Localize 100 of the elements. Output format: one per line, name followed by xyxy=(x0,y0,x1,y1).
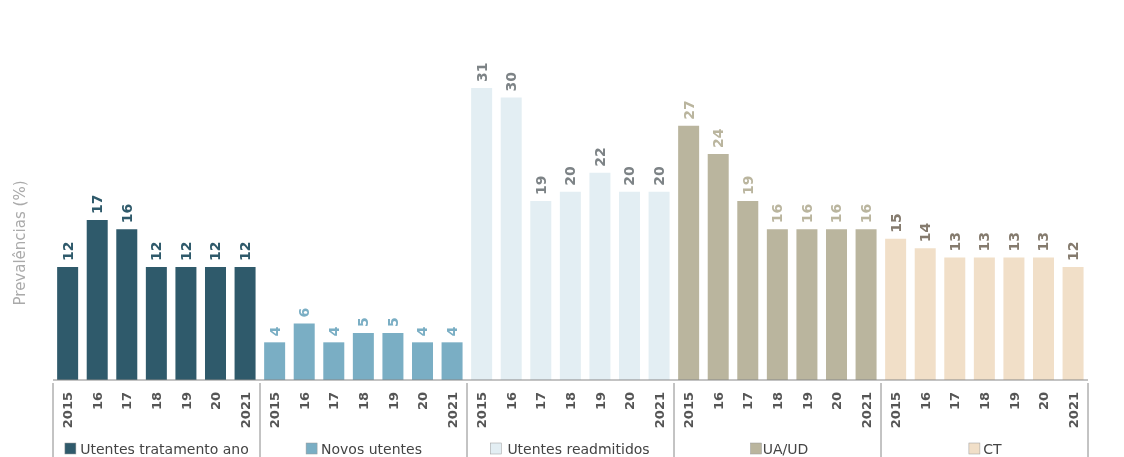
bar xyxy=(766,229,788,380)
x-tick-label: 19 xyxy=(1006,392,1022,411)
data-label: 6 xyxy=(296,307,313,318)
x-tick-label: 20 xyxy=(415,392,431,411)
x-tick-label: 18 xyxy=(149,392,164,411)
x-tick-label: 19 xyxy=(592,392,608,411)
data-label: 20 xyxy=(621,165,638,186)
data-label: 31 xyxy=(473,62,490,83)
x-tick-label: 16 xyxy=(503,392,519,411)
data-label: 20 xyxy=(562,165,579,186)
x-tick-label: 17 xyxy=(947,392,963,411)
data-label: 13 xyxy=(1035,232,1052,252)
bar xyxy=(86,219,108,380)
x-tick-label: 2021 xyxy=(651,392,667,429)
x-tick-label: 2015 xyxy=(681,392,697,429)
x-tick-label: 20 xyxy=(1036,392,1052,411)
bar xyxy=(1003,257,1025,380)
bar xyxy=(471,88,493,380)
bar xyxy=(678,125,700,380)
legend-label: Utentes readmitidos xyxy=(507,441,650,457)
data-label: 15 xyxy=(887,213,904,233)
data-label: 16 xyxy=(828,203,845,224)
bar xyxy=(175,266,197,380)
bar xyxy=(145,266,167,380)
bar xyxy=(826,229,847,380)
x-tick-label: 18 xyxy=(356,392,371,411)
x-tick-label: 2015 xyxy=(267,392,283,429)
data-label: 13 xyxy=(1005,232,1022,252)
bar xyxy=(352,332,374,380)
x-tick-label: 16 xyxy=(89,392,105,411)
y-axis-title: Prevalências (%) xyxy=(11,180,29,306)
data-label: 24 xyxy=(710,128,727,148)
bar xyxy=(205,266,226,380)
bar xyxy=(234,266,256,380)
x-tick-label: 18 xyxy=(977,392,992,411)
x-tick-label: 20 xyxy=(829,392,845,411)
bar xyxy=(914,248,936,380)
x-tick-label: 2015 xyxy=(60,392,76,429)
data-label: 12 xyxy=(1065,241,1082,261)
data-label: 19 xyxy=(739,175,756,196)
bar xyxy=(441,342,463,380)
bar xyxy=(323,342,345,380)
bar xyxy=(619,191,640,380)
data-label: 12 xyxy=(177,241,194,261)
data-label: 16 xyxy=(798,203,815,224)
data-label: 16 xyxy=(858,203,875,224)
data-label: 4 xyxy=(414,326,431,337)
x-tick-label: 2015 xyxy=(474,392,490,429)
x-tick-label: 18 xyxy=(563,392,578,411)
bar xyxy=(530,201,552,380)
bar xyxy=(116,229,138,380)
data-label: 12 xyxy=(59,241,76,261)
bar xyxy=(707,153,729,380)
data-label: 4 xyxy=(325,326,342,337)
x-tick-label: 17 xyxy=(740,392,756,411)
data-label: 22 xyxy=(591,147,608,167)
bar xyxy=(1033,257,1054,380)
x-tick-label: 2021 xyxy=(237,392,253,429)
bar xyxy=(1062,266,1084,380)
x-tick-label: 18 xyxy=(770,392,785,411)
x-tick-label: 19 xyxy=(178,392,194,411)
data-label: 17 xyxy=(89,194,106,214)
bar xyxy=(855,229,877,380)
data-label: 14 xyxy=(917,222,934,243)
data-label: 12 xyxy=(148,241,165,261)
data-label: 30 xyxy=(503,71,520,92)
x-tick-label: 2015 xyxy=(888,392,904,429)
x-tick-label: 20 xyxy=(208,392,224,411)
legend-label: Novos utentes xyxy=(321,441,422,457)
x-tick-label: 19 xyxy=(385,392,401,411)
x-tick-label: 19 xyxy=(799,392,815,411)
bar xyxy=(500,97,522,380)
bar xyxy=(648,191,670,380)
bar xyxy=(796,229,818,380)
data-label: 4 xyxy=(266,326,283,337)
data-label: 13 xyxy=(976,232,993,252)
bar xyxy=(412,342,433,380)
x-tick-label: 17 xyxy=(326,392,342,411)
data-label: 5 xyxy=(384,317,401,327)
x-tick-label: 16 xyxy=(710,392,726,411)
bar xyxy=(885,238,907,380)
legend-label: Utentes tratamento ano xyxy=(80,441,249,457)
data-label: 12 xyxy=(237,241,254,261)
data-label: 4 xyxy=(444,326,461,337)
data-label: 16 xyxy=(769,203,786,224)
bar xyxy=(944,257,966,380)
x-tick-label: 16 xyxy=(917,392,933,411)
bar xyxy=(264,342,286,380)
legend-label: CT xyxy=(983,441,1003,457)
bar xyxy=(589,172,611,380)
data-label: 12 xyxy=(207,241,224,261)
bar xyxy=(57,266,79,380)
data-label: 13 xyxy=(946,232,963,252)
legend-label: UA/UD xyxy=(762,441,809,457)
x-tick-label: 17 xyxy=(533,392,549,411)
bar xyxy=(559,191,581,380)
data-label: 27 xyxy=(680,100,697,120)
x-tick-label: 2021 xyxy=(1065,392,1081,429)
x-tick-label: 17 xyxy=(119,392,135,411)
bar xyxy=(293,323,315,380)
